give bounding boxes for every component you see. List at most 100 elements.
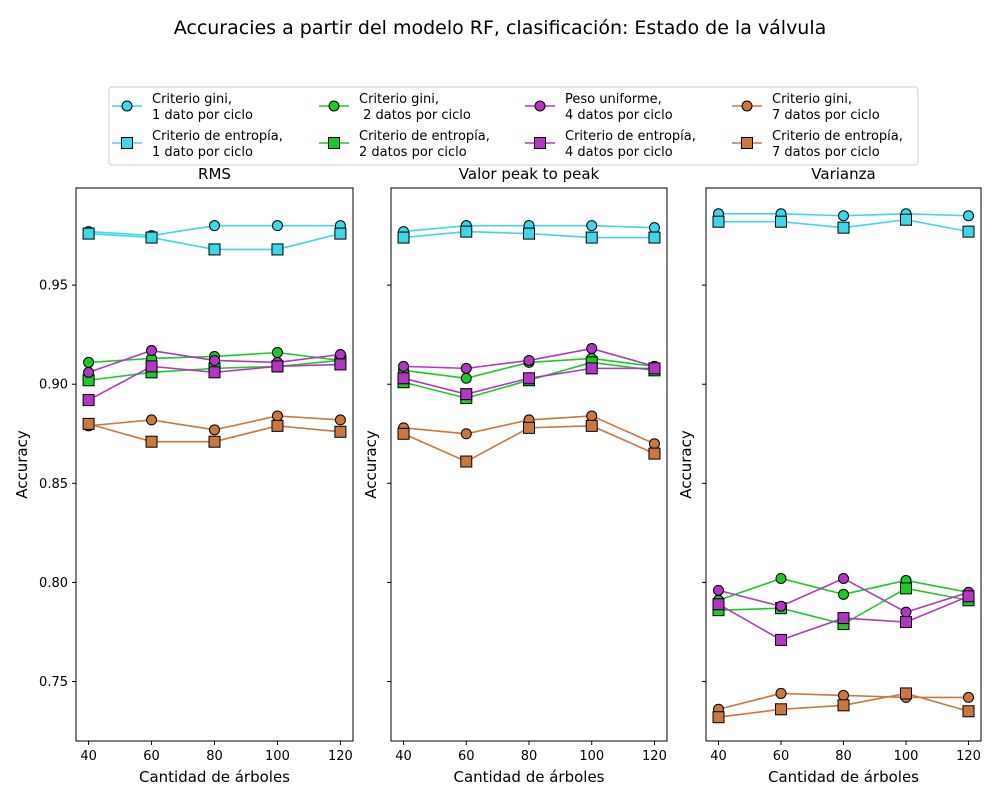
legend-label: 1 dato por ciclo [152,145,253,160]
subplot-title: Valor peak to peak [459,165,600,183]
x-tick-label: 80 [521,749,538,764]
data-point [460,372,472,384]
legend-marker [328,100,340,112]
x-axis-label: Cantidad de árboles [139,768,290,786]
data-point [775,600,787,612]
data-point [900,213,912,226]
legend-marker [328,137,340,149]
x-tick-label: 120 [956,749,981,764]
data-point [586,410,598,422]
data-point [648,222,660,234]
data-point [838,689,849,701]
data-point [460,428,472,440]
subplot-title: RMS [198,165,231,183]
subplot-rms: RMS 0.75 0.80 0.85 0.90 0.95 40 60 80 100 120 Canti… [13,165,354,786]
data-point [963,210,974,222]
data-point [648,231,661,244]
data-point [962,590,975,603]
data-point [146,414,158,426]
data-point [209,354,220,366]
data-point [523,227,535,240]
data-point [271,360,284,373]
data-point [585,362,598,375]
data-point [83,366,95,378]
data-point [585,231,598,244]
data-point [271,419,284,432]
data-point [712,215,725,228]
plot-frame [75,187,354,742]
data-point [838,572,849,584]
data-point [145,360,158,373]
legend-frame [108,86,919,166]
data-point [334,425,347,438]
data-point [146,345,158,357]
data-point [523,421,535,434]
data-point [900,606,912,618]
data-point [208,435,221,448]
data-point [838,210,849,222]
legend-marker [121,137,133,149]
data-point [962,705,975,718]
plot-frame [390,187,668,742]
data-point [713,584,724,596]
legend-label: 7 datos por ciclo [772,108,880,123]
x-tick-label: 100 [265,749,290,764]
data-point [586,343,598,355]
subplot-valor-peak-to-peak: Valor peak to peak 40 60 80 100 120 Cantidad d… [362,165,668,786]
subplot-varianza: Varianza 40 60 80 100 120 Cantidad de árboles A… [677,165,982,786]
legend-label: Criterio de entropía, [565,129,696,144]
data-point [460,225,473,238]
legend-label: 4 datos por ciclo [565,145,673,160]
data-point [460,455,473,468]
data-point [334,414,346,426]
data-point [397,427,410,440]
data-point [271,410,283,422]
data-point [208,243,221,256]
legend-marker [121,100,133,112]
y-tick-label: 0.80 [39,576,68,591]
y-tick-label: 0.85 [39,477,68,492]
legend-label: Criterio de entropía, [152,129,283,144]
data-point [209,424,220,436]
data-point [775,633,787,646]
data-point [963,691,974,703]
data-point [398,360,410,372]
legend-marker [741,137,753,149]
legend-label: Criterio gini, [152,92,232,107]
x-axis-label: Cantidad de árboles [453,768,604,786]
x-axis-label: Cantidad de árboles [768,768,919,786]
data-point [271,243,284,256]
data-point [460,388,473,401]
data-point [145,231,158,244]
subplot-title: Varianza [811,165,875,183]
x-tick-label: 80 [835,749,852,764]
legend-label: 7 datos por ciclo [772,145,880,160]
x-tick-label: 100 [894,749,919,764]
data-point [962,225,975,238]
data-point [648,362,661,375]
data-point [900,616,912,629]
y-axis-label: Accuracy [13,430,31,499]
x-tick-label: 60 [458,749,475,764]
data-point [523,354,535,366]
data-point [523,372,535,385]
data-point [82,417,95,430]
data-point [775,215,787,228]
data-point [775,687,787,699]
x-tick-label: 120 [328,749,353,764]
x-tick-label: 40 [80,749,97,764]
data-point [585,419,598,432]
data-point [837,612,850,625]
data-point [775,703,787,716]
y-axis-label: Accuracy [362,430,380,499]
y-tick-label: 0.95 [39,279,68,294]
data-point [334,348,346,360]
data-point [460,362,472,374]
x-tick-label: 80 [206,749,223,764]
x-tick-label: 40 [395,749,412,764]
legend-marker [534,137,546,149]
x-tick-label: 60 [773,749,790,764]
legend-label: Criterio gini, [359,92,439,107]
legend-label: 2 datos por ciclo [359,145,467,160]
